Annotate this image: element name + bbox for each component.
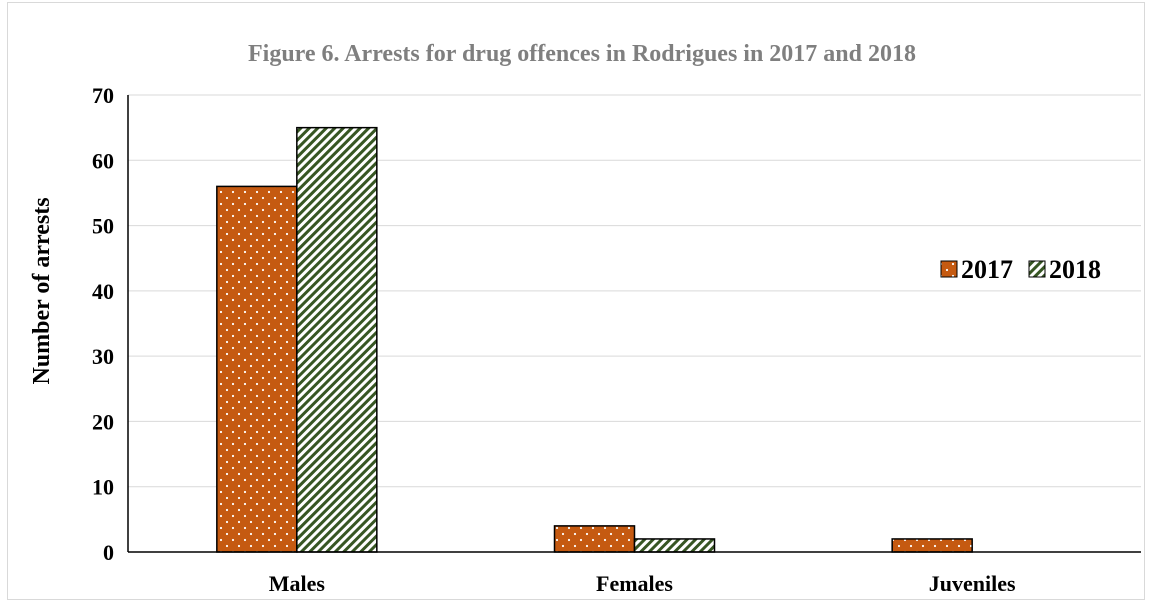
bar-2018-females — [633, 538, 716, 553]
legend-swatch-2018 — [1028, 260, 1046, 278]
y-tick-label: 30 — [92, 344, 114, 369]
y-axis-ticks: 0 10 20 30 40 50 60 70 — [92, 83, 114, 565]
legend-swatch-2017 — [940, 260, 958, 278]
y-tick-label: 20 — [92, 409, 114, 434]
bars — [216, 126, 973, 553]
legend-label-2018: 2018 — [1049, 255, 1101, 284]
x-category-label: Males — [269, 571, 326, 596]
y-tick-label: 50 — [92, 214, 114, 239]
y-tick-label: 60 — [92, 148, 114, 173]
y-tick-label: 40 — [92, 279, 114, 304]
y-tick-label: 0 — [103, 540, 114, 565]
y-tick-label: 10 — [92, 475, 114, 500]
chart-frame: Figure 6. Arrests for drug offences in R… — [7, 2, 1145, 600]
bar-2017-juveniles — [891, 538, 973, 553]
y-axis-label: Number of arrests — [29, 197, 55, 384]
bar-2017-males — [216, 185, 298, 553]
chart-title: Figure 6. Arrests for drug offences in R… — [248, 41, 916, 67]
bar-2017-females — [553, 525, 636, 553]
x-category-label: Juveniles — [929, 571, 1016, 596]
legend: 2017 2018 — [940, 255, 1101, 284]
legend-label-2017: 2017 — [961, 255, 1013, 284]
y-tick-label: 70 — [92, 83, 114, 108]
bar-2018-males — [296, 126, 378, 553]
bar-chart: Figure 6. Arrests for drug offences in R… — [29, 41, 1141, 596]
x-axis-categories: Males Females Juveniles — [269, 571, 1016, 596]
x-category-label: Females — [596, 571, 673, 596]
